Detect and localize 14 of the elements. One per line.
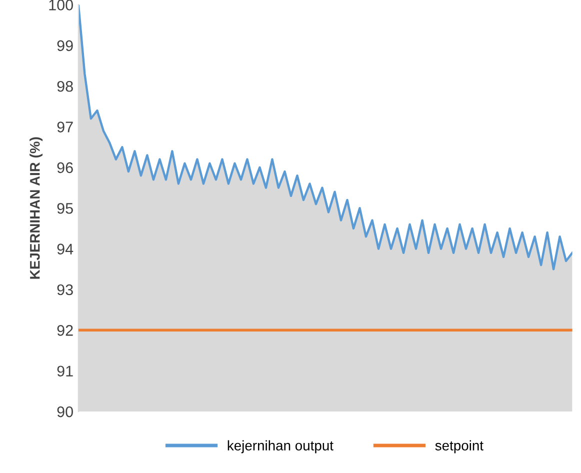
y-tick-label: 100 [49, 0, 73, 10]
y-axis-title: KEJERNIHAN AIR (%) [30, 137, 43, 279]
y-tick-label: 92 [57, 325, 73, 336]
y-tick-label: 90 [57, 406, 73, 418]
y-tick-label: 94 [57, 244, 74, 254]
y-tick-label: 96 [57, 162, 73, 174]
y-tick-label: 99 [57, 40, 73, 52]
y-tick-label: 95 [57, 202, 73, 214]
legend-label: kejernihan output [228, 440, 334, 454]
y-tick-label: 93 [57, 284, 73, 296]
y-tick-label: 91 [57, 366, 73, 377]
y-tick-label: 97 [57, 122, 73, 132]
legend-label: setpoint [435, 440, 484, 454]
y-tick-label: 98 [57, 80, 73, 92]
